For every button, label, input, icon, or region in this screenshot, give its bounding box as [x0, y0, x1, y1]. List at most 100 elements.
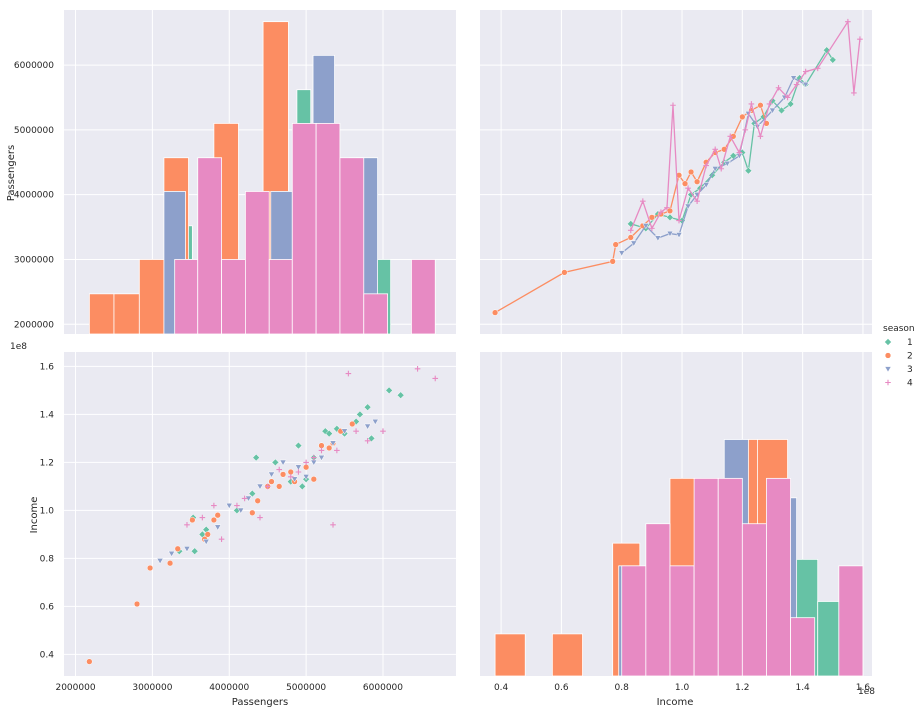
- point-season-4-11: [718, 165, 725, 172]
- point-season-4-8: [694, 198, 700, 204]
- point-season-1-20: [356, 410, 364, 419]
- point-season-2-12: [693, 178, 701, 185]
- point-season-4-2: [211, 502, 217, 509]
- bottom-left-xlabel: Passengers: [232, 697, 288, 708]
- point-season-1-5: [687, 190, 695, 199]
- hist-bar-season-4-6: [766, 477, 791, 677]
- bottom-left-xtick-label-2: 4000000: [209, 683, 249, 693]
- hist-bar-season-4-2: [221, 259, 246, 335]
- point-season-2-24: [349, 420, 356, 428]
- point-season-3-17: [371, 418, 379, 426]
- point-season-4-4: [234, 502, 240, 509]
- panel-top-left: 2000000 3000000 4000000 5000000 6000000: [14, 10, 456, 335]
- point-season-2-11: [687, 168, 695, 176]
- point-season-3-3: [202, 538, 210, 546]
- point-season-3-9: [267, 471, 276, 478]
- point-season-1-7: [252, 453, 260, 462]
- bottom-left-ytick-label-1: 0.6: [40, 602, 55, 612]
- point-season-1-15: [777, 106, 786, 115]
- hist-bar-season-2-2: [138, 259, 165, 335]
- point-season-1-11: [294, 441, 303, 450]
- bottom-left-xtick-label-4: 6000000: [363, 683, 403, 693]
- legend-label-season-2: 2: [907, 352, 913, 362]
- scale-offset-right: 1e8: [858, 687, 875, 697]
- hist-bar-season-2-0: [494, 633, 526, 677]
- hist-bar-season-4-4: [717, 477, 743, 677]
- point-season-2-2: [146, 564, 154, 572]
- point-season-3-5: [225, 502, 233, 510]
- hist-bar-season-1-2: [817, 601, 840, 677]
- legend: season 1 2 3 4: [883, 324, 915, 389]
- bottom-left-ytick-label-6: 1.6: [40, 362, 55, 372]
- point-season-1-16: [786, 100, 795, 108]
- hist-bar-season-4-7: [339, 157, 365, 335]
- hist-bar-season-4-8: [363, 293, 388, 335]
- legend-marker-season-2: [884, 352, 892, 359]
- hist-bar-season-4-0: [174, 259, 199, 335]
- bottom-right-xtick-label-6: 1.6: [856, 683, 871, 693]
- point-season-2-23: [279, 471, 287, 478]
- point-season-4-9: [703, 162, 709, 169]
- panel-bottom-right: 0.4 0.6 0.8 1.0 1.2 1.4 1.6: [480, 352, 872, 693]
- bottom-left-ytick-label-2: 0.8: [40, 554, 55, 564]
- point-season-4-0: [184, 522, 190, 528]
- bottom-right-xtick-label-5: 1.4: [795, 683, 810, 693]
- hist-bar-season-4-8: [838, 565, 864, 677]
- point-season-4-2: [649, 225, 655, 232]
- point-season-4-6: [676, 217, 682, 224]
- point-season-2-18: [310, 476, 317, 483]
- bottom-right-xtick-label-3: 1.0: [675, 683, 690, 693]
- point-season-3-13: [317, 454, 326, 462]
- point-season-2-3: [612, 241, 619, 248]
- point-season-3-10: [279, 459, 287, 466]
- point-season-2-1: [133, 600, 141, 608]
- point-season-4-18: [775, 84, 782, 91]
- hist-bar-season-4-1: [197, 157, 222, 335]
- point-season-4-13: [736, 149, 743, 156]
- point-season-2-5: [189, 516, 196, 524]
- top-left-ytick-label-4: 6000000: [14, 61, 54, 71]
- point-season-1-0: [627, 220, 635, 228]
- point-season-4-22: [814, 65, 821, 72]
- point-season-3-3: [654, 235, 662, 242]
- bottom-left-ylabel: Income: [29, 497, 40, 534]
- legend-marker-season-3: [884, 366, 892, 373]
- point-season-4-5: [241, 495, 248, 502]
- point-season-2-7: [204, 531, 211, 538]
- point-season-3-2: [183, 546, 191, 553]
- point-season-2-2: [609, 258, 616, 265]
- point-season-4-21: [432, 375, 439, 382]
- top-left-ytick-label-2: 4000000: [14, 191, 54, 201]
- hist-bar-season-4-6: [315, 123, 341, 335]
- point-season-4-1: [199, 514, 206, 521]
- point-season-4-7: [264, 483, 271, 490]
- point-season-2-11: [254, 497, 261, 504]
- point-season-1-2: [190, 547, 199, 555]
- point-season-1-8: [271, 458, 280, 467]
- bottom-left-ytick-label-5: 1.4: [40, 410, 55, 420]
- point-season-4-15: [748, 101, 755, 107]
- legend-label-season-1: 1: [907, 338, 913, 348]
- point-season-3-10: [723, 160, 731, 168]
- point-season-1-6: [248, 489, 257, 498]
- point-season-4-6: [257, 514, 263, 521]
- point-season-3-18: [302, 474, 310, 481]
- point-season-2-8: [210, 516, 218, 524]
- hist-bar-season-4-4: [268, 259, 293, 335]
- point-season-2-6: [648, 214, 656, 221]
- point-season-1-23: [396, 391, 405, 399]
- point-season-4-20: [414, 366, 421, 372]
- bottom-left-ytick-label-3: 1.0: [40, 506, 55, 516]
- point-season-3-14: [768, 107, 777, 114]
- point-season-1-16: [325, 429, 333, 438]
- bottom-left-xtick-label-1: 3000000: [132, 683, 172, 693]
- point-season-2-20: [326, 444, 333, 452]
- point-season-2-10: [681, 180, 689, 187]
- point-season-1-24: [367, 434, 376, 443]
- scale-offset-left: 1e8: [10, 342, 27, 352]
- point-season-4-7: [685, 185, 691, 191]
- bottom-right-xtick-label-0: 0.4: [494, 683, 509, 693]
- hist-bar-season-4-0: [621, 565, 647, 677]
- point-season-4-3: [658, 209, 664, 215]
- point-season-3-0: [618, 250, 626, 257]
